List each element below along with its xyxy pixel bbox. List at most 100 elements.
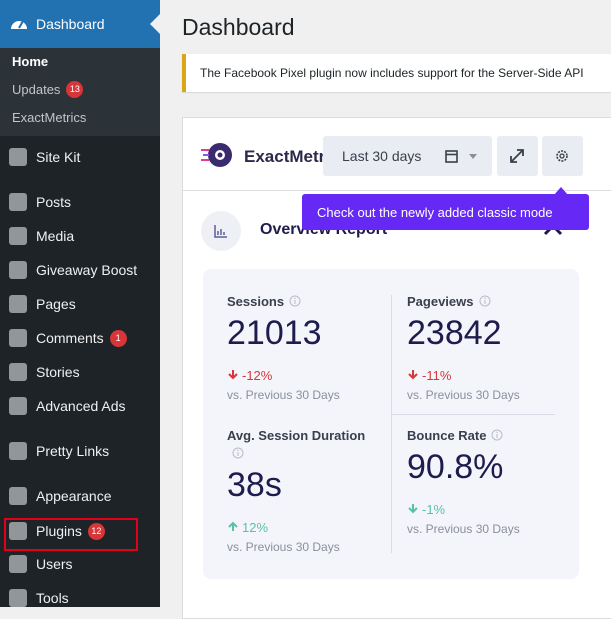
submenu-item[interactable]: ExactMetrics [12, 104, 86, 132]
icon [510, 149, 524, 163]
menu-item[interactable]: Pretty Links [0, 434, 160, 468]
menu-text: Plugins [36, 523, 82, 539]
date-range: Last 30 days [342, 148, 422, 164]
menu-label: Giveaway Boost [36, 253, 137, 287]
icon [9, 329, 27, 347]
menu-label: Comments 1 [36, 321, 127, 355]
section-icon [201, 211, 241, 251]
page-title: Dashboard [182, 14, 295, 40]
menu-item[interactable]: Tools [0, 581, 160, 615]
menu-text: Tools [36, 590, 69, 606]
menu-item[interactable]: Posts [0, 185, 160, 219]
menu-item[interactable]: Giveaway Boost [0, 253, 160, 287]
submenu-item[interactable]: Home [12, 48, 48, 76]
info-icon [284, 294, 303, 309]
menu-label: Posts [36, 185, 71, 219]
menu-item[interactable]: Stories [0, 355, 160, 389]
menu-item[interactable]: Media [0, 219, 160, 253]
menu-text: Appearance [36, 488, 112, 504]
stat-change: -1% [407, 501, 567, 519]
divider [391, 414, 555, 415]
badge: 13 [66, 81, 84, 99]
stat-change-text: 12% [242, 520, 269, 535]
menu-text: Users [36, 556, 73, 572]
menu-item[interactable]: Users [0, 547, 160, 581]
menu-text: Stories [36, 364, 80, 380]
icon [9, 589, 27, 607]
menu-label: Pretty Links [36, 434, 109, 468]
menu-label: Site Kit [36, 140, 80, 174]
trend-arrow [407, 368, 422, 383]
menu-item[interactable]: Appearance [0, 479, 160, 513]
menu-text: Media [36, 228, 75, 244]
icon [556, 150, 568, 162]
stats-panel: Sessions 21013 -12% vs. Previous 30 Days Pag… [203, 269, 579, 579]
badge: 12 [87, 522, 105, 540]
date-range-button[interactable]: Last 30 days [323, 136, 492, 176]
icon [11, 20, 27, 29]
tooltip-arrow [554, 187, 568, 195]
icon [9, 193, 27, 211]
menu-item[interactable]: Plugins 12 [0, 514, 160, 548]
sidebar: Dashboard Home Updates 13 ExactMetrics Site … [0, 0, 160, 607]
stat-value: 23842 [407, 314, 502, 352]
stat-value: 38s [227, 466, 282, 504]
menu-text: Giveaway Boost [36, 262, 138, 278]
menu-label: Dashboard [36, 16, 105, 32]
arrow [150, 14, 160, 34]
icon [9, 148, 27, 166]
stat-card: Sessions 21013 -12% vs. Previous 30 Days [227, 293, 387, 403]
icon [9, 487, 27, 505]
stat-value: 21013 [227, 314, 322, 352]
stat-card: Bounce Rate 90.8% -1% vs. Previous 30 Days [407, 427, 567, 537]
icon [9, 522, 27, 540]
stat-label-text: Bounce Rate [407, 428, 487, 443]
active-menu[interactable]: Dashboard [0, 0, 160, 48]
menu-label: Stories [36, 355, 80, 389]
menu-item[interactable]: Advanced Ads [0, 389, 160, 423]
stat-change-text: -11% [422, 368, 452, 383]
stat-change-text: -12% [242, 368, 273, 383]
menu-label: Pages [36, 287, 76, 321]
menu-text: Advanced Ads [36, 398, 126, 414]
stat-value: 90.8% [407, 448, 504, 486]
submenu-label: Updates [12, 82, 61, 97]
icon [9, 397, 27, 415]
stat-change-text: -1% [422, 502, 446, 517]
icon [9, 363, 27, 381]
stat-label-text: Avg. Session Duration [227, 428, 366, 443]
divider [183, 190, 611, 191]
stat-compare: vs. Previous 30 Days [227, 540, 340, 554]
menu-item[interactable]: Site Kit [0, 140, 160, 174]
menu-item[interactable]: Pages [0, 287, 160, 321]
divider [391, 295, 392, 553]
settings-button[interactable] [542, 136, 583, 176]
menu-text: Comments [36, 330, 104, 346]
stat-label-text: Pageviews [407, 294, 474, 309]
menu-text: Site Kit [36, 149, 81, 165]
stat-change: 12% [227, 519, 372, 537]
submenu-item[interactable]: Updates 13 [12, 76, 84, 104]
expand-button[interactable] [497, 136, 538, 176]
stat-label: Pageviews [407, 293, 567, 311]
brand-logo [201, 143, 232, 167]
notice-text: The Facebook Pixel plugin now includes s… [200, 66, 584, 80]
menu-label: Users [36, 547, 73, 581]
notice: The Facebook Pixel plugin now includes s… [182, 54, 611, 92]
trend-arrow [227, 520, 242, 535]
menu-label: Advanced Ads [36, 389, 126, 423]
stat-compare: vs. Previous 30 Days [407, 388, 520, 402]
brand-name: ExactMetrics [244, 147, 349, 166]
icon [445, 150, 477, 163]
stat-card: Pageviews 23842 -11% vs. Previous 30 Days [407, 293, 567, 403]
menu-item[interactable]: Comments 1 [0, 321, 160, 355]
highlight-box [4, 518, 138, 551]
menu-text: Pages [36, 296, 76, 312]
icon [9, 295, 27, 313]
stat-label: Bounce Rate [407, 427, 567, 445]
stat-compare: vs. Previous 30 Days [407, 522, 520, 536]
icon [9, 442, 27, 460]
badge: 1 [109, 329, 127, 347]
menu-label: Plugins 12 [36, 514, 105, 548]
